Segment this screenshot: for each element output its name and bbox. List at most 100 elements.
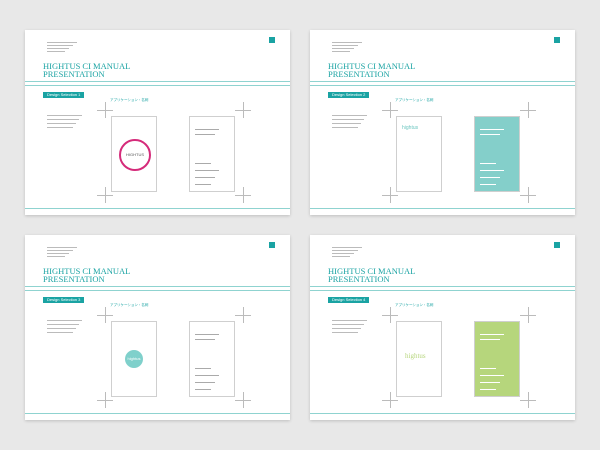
crop-mark xyxy=(105,392,106,408)
spec-line xyxy=(332,127,358,128)
business-card-front: hightus xyxy=(396,116,442,192)
card-text-line xyxy=(195,389,211,390)
business-card-front: hightus xyxy=(396,321,442,397)
logo: hightus xyxy=(125,350,143,368)
crop-mark xyxy=(243,187,244,203)
spec-line xyxy=(332,324,364,325)
title: PRESENTATION xyxy=(328,274,390,284)
title: PRESENTATION xyxy=(43,69,105,79)
spec-line xyxy=(332,123,361,124)
card-text-line xyxy=(195,375,219,376)
spec-line xyxy=(47,320,82,321)
card-text-line xyxy=(195,177,215,178)
header-line xyxy=(332,42,362,43)
card-text-line xyxy=(195,368,211,369)
crop-mark xyxy=(390,392,391,408)
header-line xyxy=(47,51,65,52)
header-line xyxy=(332,256,350,257)
crop-mark xyxy=(528,392,529,408)
spec-line xyxy=(47,119,79,120)
subtitle: アプリケーション・名刺 xyxy=(395,303,434,307)
presentation-page: HIGHTUS CI MANUAL PRESENTATION Design Sele… xyxy=(310,30,575,215)
spec-line xyxy=(332,115,367,116)
header-line xyxy=(332,250,358,251)
business-card-back xyxy=(189,116,235,192)
title: PRESENTATION xyxy=(328,69,390,79)
card-text-line xyxy=(480,368,496,369)
rule xyxy=(310,286,575,287)
card-text-line xyxy=(195,184,211,185)
rule xyxy=(25,286,290,287)
header-line xyxy=(47,250,73,251)
header-line xyxy=(47,48,69,49)
crop-mark xyxy=(528,307,529,323)
card-text-line xyxy=(480,389,496,390)
crop-mark xyxy=(390,187,391,203)
header-line xyxy=(332,45,358,46)
title: HIGHTUS CI MANUAL xyxy=(328,61,416,71)
subtitle: アプリケーション・名刺 xyxy=(395,98,434,102)
presentation-page: HIGHTUS CI MANUAL PRESENTATION Design Sele… xyxy=(25,235,290,420)
business-card-front: HIGHTUS xyxy=(111,116,157,192)
header-line xyxy=(332,51,350,52)
card-text-line xyxy=(195,339,215,340)
logo: hightus xyxy=(405,352,426,360)
card-text-line xyxy=(480,177,500,178)
crop-mark xyxy=(105,102,106,118)
business-card-back xyxy=(474,321,520,397)
page-marker xyxy=(554,242,560,248)
card-text-line xyxy=(195,129,219,130)
business-card-back xyxy=(189,321,235,397)
card-text-line xyxy=(480,382,500,383)
header-line xyxy=(47,247,77,248)
presentation-page: HIGHTUS CI MANUAL PRESENTATION Design Sele… xyxy=(310,235,575,420)
spec-line xyxy=(47,127,73,128)
section-label: Design Selection 1 xyxy=(43,92,85,98)
rule xyxy=(25,81,290,82)
card-text-line xyxy=(195,382,215,383)
crop-mark xyxy=(105,307,106,323)
crop-mark xyxy=(390,307,391,323)
presentation-page: HIGHTUS CI MANUAL PRESENTATION Design Sele… xyxy=(25,30,290,215)
title: HIGHTUS CI MANUAL xyxy=(43,266,131,276)
title: HIGHTUS CI MANUAL xyxy=(43,61,131,71)
business-card-front: hightus xyxy=(111,321,157,397)
spec-line xyxy=(47,328,76,329)
header-line xyxy=(332,247,362,248)
section-label: Design Selection 4 xyxy=(328,297,370,303)
card-text-line xyxy=(195,334,219,335)
card-text-line xyxy=(480,334,504,335)
spec-line xyxy=(47,123,76,124)
crop-mark xyxy=(105,187,106,203)
title: HIGHTUS CI MANUAL xyxy=(328,266,416,276)
header-line xyxy=(332,48,354,49)
header-line xyxy=(47,45,73,46)
page-marker xyxy=(554,37,560,43)
section-label: Design Selection 3 xyxy=(43,297,85,303)
crop-mark xyxy=(243,307,244,323)
crop-mark xyxy=(528,102,529,118)
card-text-line xyxy=(480,339,500,340)
card-text-line xyxy=(480,170,504,171)
card-text-line xyxy=(480,163,496,164)
card-text-line xyxy=(195,134,215,135)
logo: HIGHTUS xyxy=(119,139,151,171)
spec-line xyxy=(332,119,364,120)
card-text-line xyxy=(480,375,504,376)
business-card-back xyxy=(474,116,520,192)
crop-mark xyxy=(528,187,529,203)
card-text-line xyxy=(480,134,500,135)
crop-mark xyxy=(243,392,244,408)
crop-mark xyxy=(243,102,244,118)
card-text-line xyxy=(480,184,496,185)
logo: hightus xyxy=(402,125,419,131)
spec-line xyxy=(47,324,79,325)
subtitle: アプリケーション・名刺 xyxy=(110,98,149,102)
spec-line xyxy=(47,115,82,116)
crop-mark xyxy=(390,102,391,118)
card-text-line xyxy=(480,129,504,130)
header-line xyxy=(47,256,65,257)
card-text-line xyxy=(195,170,219,171)
header-line xyxy=(332,253,354,254)
